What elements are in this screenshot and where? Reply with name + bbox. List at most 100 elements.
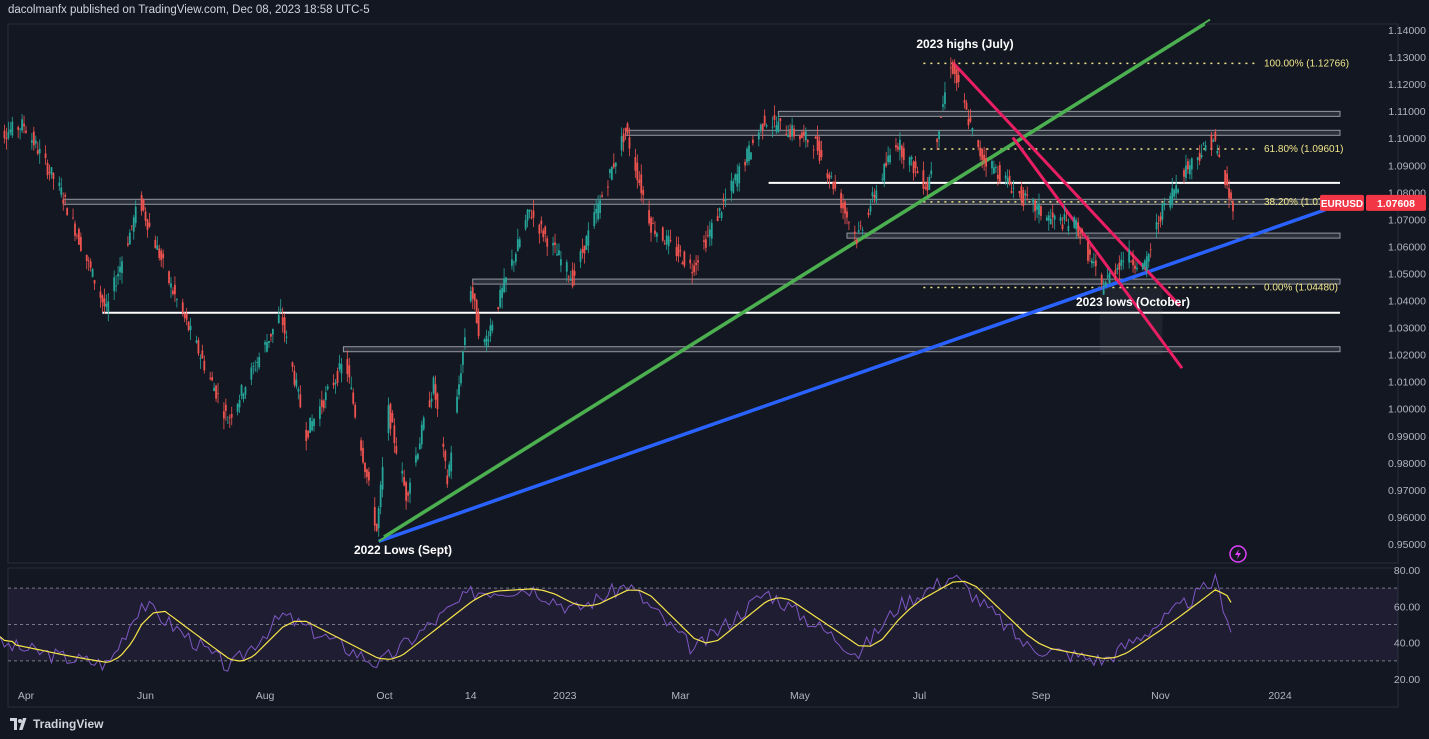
candle-body [887, 155, 890, 163]
candle-body [456, 396, 458, 413]
candle-body [379, 484, 382, 508]
candle-body [183, 313, 186, 318]
candle-body [230, 414, 233, 418]
candle-body [175, 299, 178, 301]
candle-body [428, 400, 431, 408]
candle-body [87, 260, 90, 262]
candle-body [573, 271, 576, 276]
candle-body [942, 104, 944, 107]
fib-level-label: 100.00% (1.12766) [1264, 58, 1349, 69]
candle-body [565, 262, 568, 272]
candle-body [360, 440, 362, 451]
candle-body [652, 223, 654, 225]
time-tick-label: 2024 [1268, 690, 1292, 702]
candle-body [469, 290, 472, 302]
candle-body [871, 192, 874, 197]
tradingview-logo-icon [10, 718, 27, 730]
candle-body [1045, 217, 1048, 221]
candle-body [511, 259, 513, 266]
candle-body [628, 137, 631, 149]
candle-body [1034, 200, 1036, 212]
candle-body [759, 124, 762, 130]
candle-body [853, 231, 856, 234]
candle-body [115, 285, 118, 287]
candle-body [693, 265, 696, 273]
time-tick-label: Oct [376, 690, 392, 702]
eurusd-chart[interactable]: 1.14000 1.13000 1.12000 1.11000 1.10000 1.090… [0, 0, 1429, 708]
ticker-badge [1320, 194, 1364, 211]
candle-body [209, 378, 212, 379]
candle-body [532, 210, 535, 218]
candle-body [926, 181, 929, 191]
candle-body [889, 155, 891, 163]
candle-body [1020, 186, 1023, 201]
candle-body [244, 387, 247, 395]
candle-body [708, 229, 711, 237]
candle-body [309, 417, 312, 433]
candle-body [703, 240, 705, 243]
candle-body [297, 389, 300, 392]
candle-body [861, 229, 864, 231]
candle-body [585, 236, 588, 250]
candle-body [1053, 215, 1056, 220]
candle-body [710, 222, 713, 239]
price-tick-label: 1.00000 [1388, 404, 1426, 416]
candle-body [154, 239, 157, 249]
candle-body [642, 189, 645, 196]
candle-body [895, 144, 897, 148]
candle-body [228, 417, 231, 419]
candle-body [293, 370, 296, 385]
candle-body [305, 429, 308, 441]
support-resistance-zone [625, 129, 1341, 136]
candle-body [483, 339, 486, 342]
candle-body [1059, 217, 1062, 221]
tradingview-logo[interactable]: TradingView [10, 717, 103, 731]
candle-body [266, 342, 268, 352]
candle-body [924, 186, 927, 189]
candle-body [1036, 205, 1038, 210]
candle-body [1040, 206, 1042, 216]
candle-body [991, 161, 993, 169]
candle-body [538, 224, 541, 234]
chart-annotation: 2023 lows (October) [1076, 295, 1190, 309]
candle-body [475, 300, 478, 324]
candle-body [364, 462, 366, 473]
candle-body [530, 217, 533, 219]
candle-body [859, 225, 862, 227]
candle-body [460, 373, 462, 384]
candle-body [1218, 154, 1221, 158]
candle-body [172, 290, 174, 294]
candle-body [785, 133, 788, 135]
candle-body [799, 135, 801, 140]
candle-body [777, 121, 780, 132]
candle-body [336, 370, 339, 383]
time-tick-label: Jun [137, 690, 154, 702]
candle-body [38, 148, 41, 154]
candle-body [140, 195, 143, 212]
candle-body [79, 236, 82, 251]
price-tick-label: 1.10000 [1388, 133, 1426, 145]
candle-body [395, 445, 398, 454]
candle-body [1118, 262, 1121, 270]
candle-body [983, 154, 986, 161]
candle-body [994, 167, 997, 169]
candle-body [346, 359, 349, 375]
candle-body [634, 157, 637, 171]
candle-body [1159, 216, 1162, 222]
candle-body [36, 149, 39, 154]
candle-body [656, 233, 658, 237]
price-tick-label: 0.95000 [1388, 539, 1426, 551]
last-price-label: 1.07608 [1377, 198, 1415, 210]
downtrend-channel-lower [1011, 136, 1184, 370]
candle-body [50, 167, 53, 175]
candle-body [636, 162, 639, 181]
candle-body [1091, 260, 1093, 264]
candle-body [473, 293, 476, 301]
time-tick-label: 2023 [553, 690, 577, 702]
candle-body [132, 217, 135, 232]
candle-body [881, 178, 884, 180]
time-tick-label: Nov [1151, 690, 1170, 702]
candle-body [373, 507, 376, 526]
candle-body [1089, 249, 1091, 255]
candle-body [187, 321, 190, 331]
